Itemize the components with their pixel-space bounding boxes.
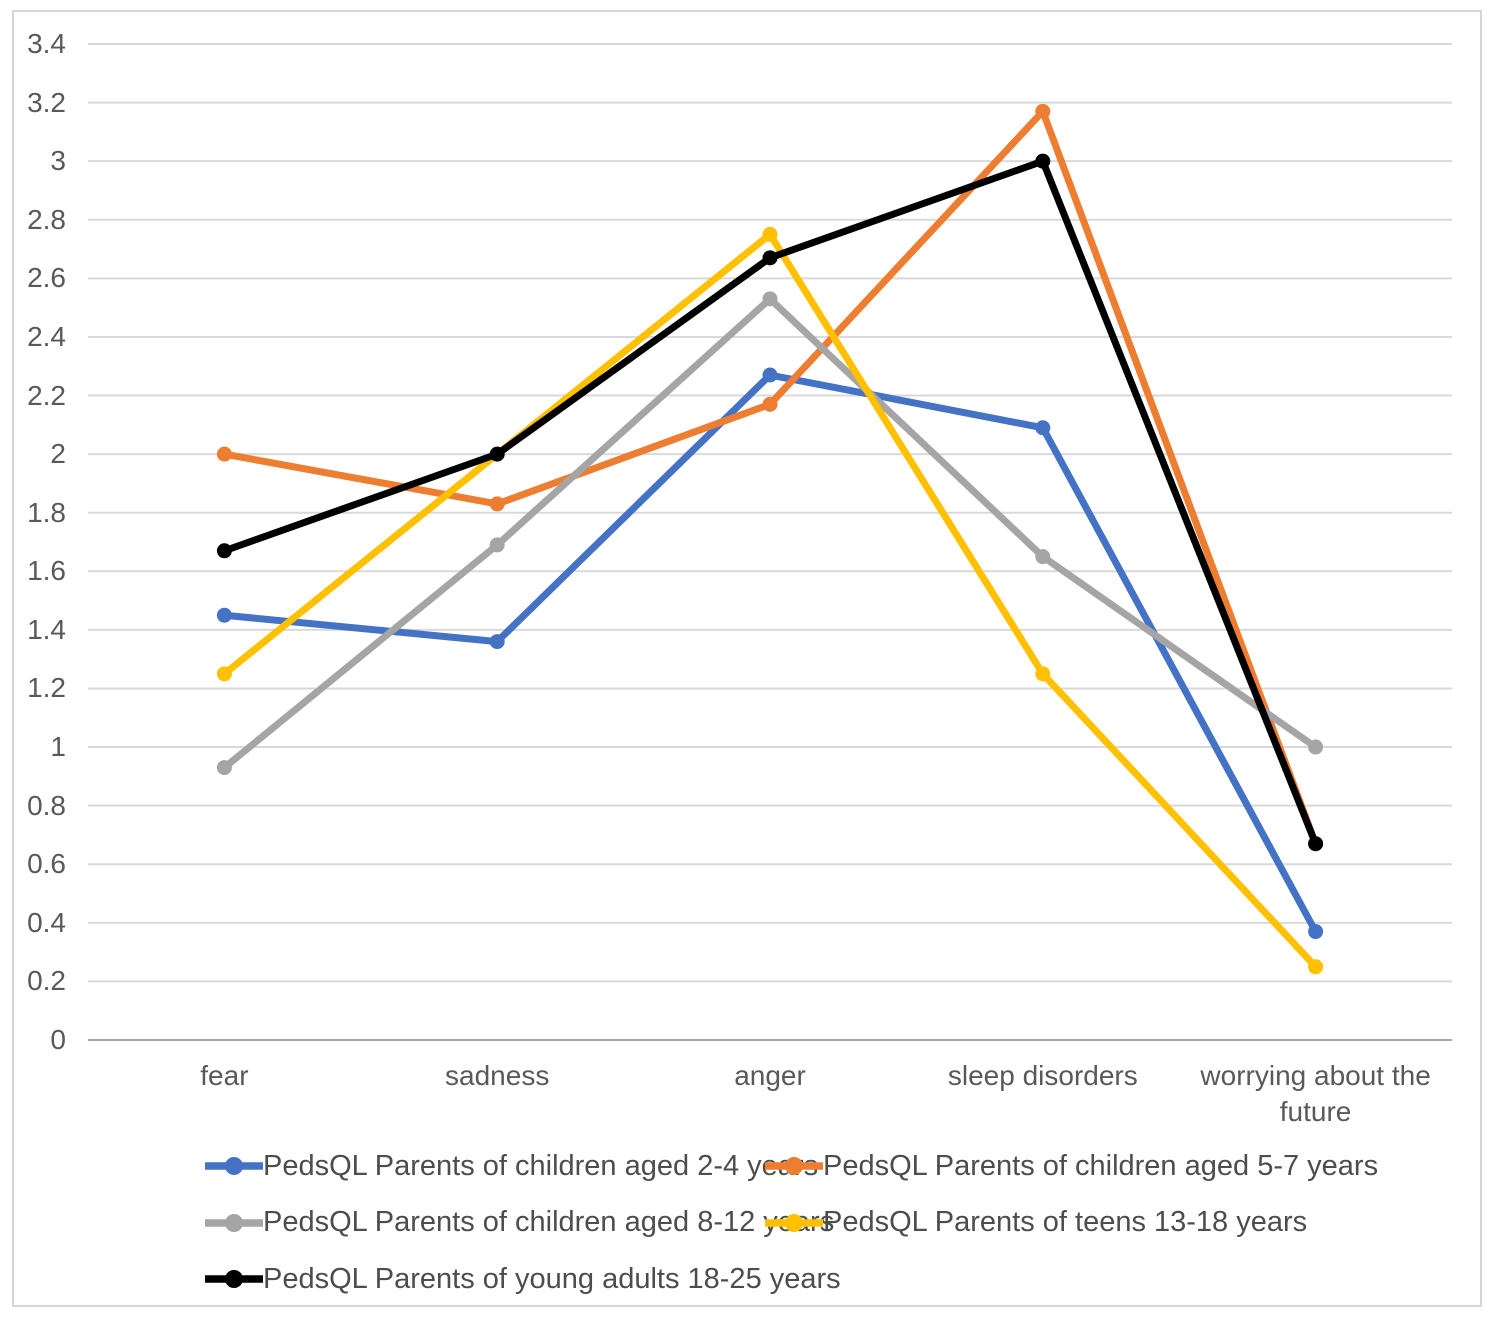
legend-marker-icon xyxy=(205,1157,263,1175)
legend-label: PedsQL Parents of children aged 5-7 year… xyxy=(823,1149,1379,1182)
y-tick-label: 2.4 xyxy=(27,320,66,352)
y-tick-label: 3 xyxy=(50,145,66,177)
data-point-marker xyxy=(762,250,778,266)
y-tick-label: 1.4 xyxy=(27,613,66,645)
category-label: worrying about the future xyxy=(1200,1060,1431,1127)
legend-dot xyxy=(785,1157,803,1175)
legend-marker-icon xyxy=(205,1270,263,1288)
data-point-marker xyxy=(1308,836,1324,852)
legend-label: PedsQL Parents of young adults 18-25 yea… xyxy=(263,1262,841,1295)
y-tick-label: 2.6 xyxy=(27,262,66,294)
series-line-1 xyxy=(220,107,1320,848)
data-point-marker xyxy=(1035,420,1051,436)
data-point-marker xyxy=(1035,549,1051,565)
legend-label: PedsQL Parents of children aged 2-4 year… xyxy=(263,1149,819,1182)
y-tick-label: 1 xyxy=(50,731,66,763)
data-point-marker xyxy=(762,291,778,307)
y-tick-label: 0.2 xyxy=(27,965,66,997)
data-point-marker xyxy=(216,543,232,559)
category-label: anger xyxy=(734,1060,806,1091)
legend-item-0: PedsQL Parents of children aged 2-4 year… xyxy=(205,1146,818,1186)
data-point-marker xyxy=(1035,153,1051,169)
y-tick-label: 1.8 xyxy=(27,496,66,528)
category-label: fear xyxy=(200,1060,249,1091)
y-tick-label: 0.4 xyxy=(27,906,66,938)
category-label: sadness xyxy=(445,1060,550,1091)
legend-marker-icon xyxy=(765,1157,823,1175)
legend-marker-icon xyxy=(765,1213,823,1232)
data-point-marker xyxy=(216,446,232,462)
y-tick-label: 1.6 xyxy=(27,555,66,587)
y-tick-label: 2.8 xyxy=(27,203,66,235)
y-tick-label: 0 xyxy=(50,1024,66,1055)
legend-dot xyxy=(785,1213,803,1232)
data-point-marker xyxy=(1308,959,1324,975)
data-point-marker xyxy=(489,446,505,462)
data-point-marker xyxy=(762,367,778,383)
y-tick-label: 3.4 xyxy=(27,28,66,59)
category-label: sleep disorders xyxy=(947,1060,1138,1091)
data-point-marker xyxy=(489,634,505,650)
legend-item-4: PedsQL Parents of young adults 18-25 yea… xyxy=(205,1259,841,1299)
y-tick-label: 1.2 xyxy=(27,672,66,704)
legend-label: PedsQL Parents of teens 13-18 years xyxy=(823,1206,1308,1238)
y-tick-label: 2.2 xyxy=(27,379,66,411)
series-line-0 xyxy=(220,371,1320,936)
data-point-marker xyxy=(1308,739,1324,755)
y-tick-label: 0.8 xyxy=(27,789,66,821)
y-tick-label: 0.6 xyxy=(27,848,66,880)
data-point-marker xyxy=(762,226,778,242)
y-tick-label: 3.2 xyxy=(27,86,66,118)
data-point-marker xyxy=(216,760,232,776)
legend-dot xyxy=(225,1157,243,1175)
legend-marker-icon xyxy=(205,1213,263,1232)
data-point-marker xyxy=(489,496,505,512)
legend-item-3: PedsQL Parents of teens 13-18 years xyxy=(765,1203,1307,1243)
legend-dot xyxy=(225,1270,243,1288)
data-point-marker xyxy=(1308,924,1324,940)
data-point-marker xyxy=(489,537,505,553)
data-point-marker xyxy=(216,666,232,682)
y-tick-label: 2 xyxy=(50,438,66,470)
legend-dot xyxy=(225,1213,243,1232)
legend-item-2: PedsQL Parents of children aged 8-12 yea… xyxy=(205,1203,834,1243)
legend-item-1: PedsQL Parents of children aged 5-7 year… xyxy=(765,1146,1378,1186)
data-point-marker xyxy=(762,396,778,412)
legend-label: PedsQL Parents of children aged 8-12 yea… xyxy=(263,1206,835,1238)
data-point-marker xyxy=(1035,103,1051,119)
data-point-marker xyxy=(216,607,232,623)
series-line-3 xyxy=(220,230,1320,971)
data-point-marker xyxy=(1035,666,1051,682)
